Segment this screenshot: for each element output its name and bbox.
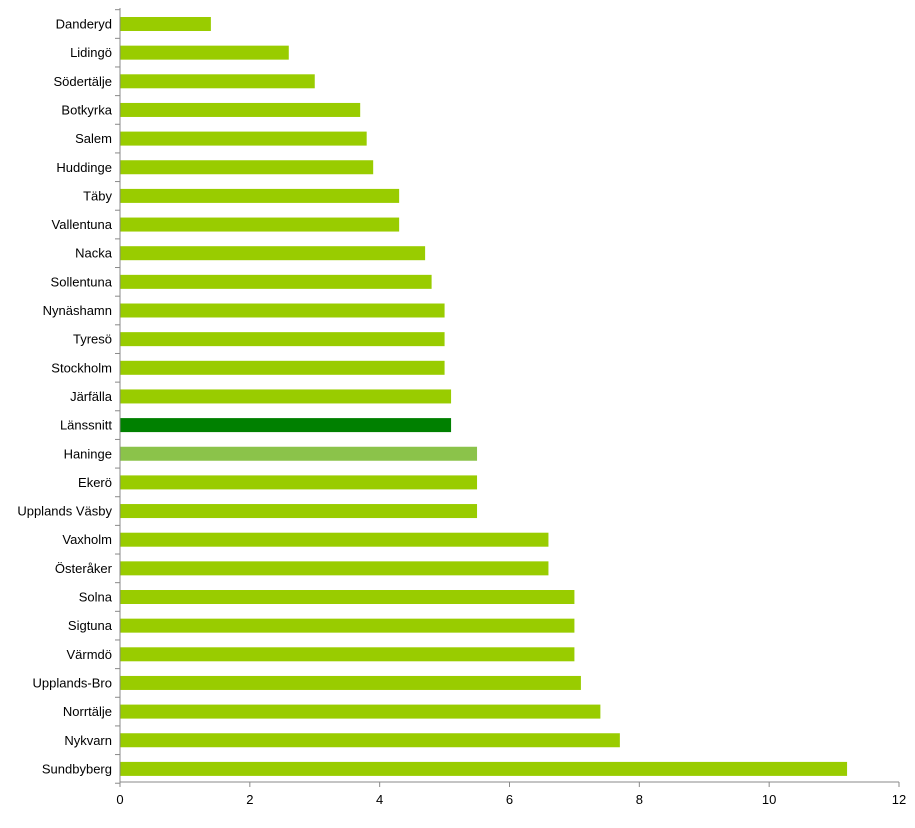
category-label: Haninge xyxy=(64,446,112,461)
category-label: Stockholm xyxy=(51,360,112,375)
bar-0 xyxy=(120,17,211,31)
category-label: Botkyrka xyxy=(61,102,112,117)
category-label: Upplands-Bro xyxy=(33,675,113,690)
category-label: Ekerö xyxy=(78,475,112,490)
bar-22 xyxy=(120,647,575,662)
bar-18 xyxy=(120,532,549,547)
category-label: Upplands Väsby xyxy=(17,504,112,519)
bar-8 xyxy=(120,246,426,261)
bar-1 xyxy=(120,45,289,60)
category-label: Nynäshamn xyxy=(43,303,112,318)
x-tick-label: 6 xyxy=(506,792,513,807)
category-labels: Danderyd Lidingö Södertälje Botkyrka Salem Hu… xyxy=(17,17,112,777)
x-tick-label: 8 xyxy=(636,792,643,807)
x-tick-label: 10 xyxy=(762,792,776,807)
category-label: Lidingö xyxy=(70,45,112,60)
bar-13 xyxy=(120,389,452,404)
bar-10 xyxy=(120,303,445,318)
bar-2 xyxy=(120,74,315,89)
bar-12 xyxy=(120,360,445,375)
bar-20 xyxy=(120,590,575,604)
bar-24 xyxy=(120,704,601,719)
x-tick-label: 12 xyxy=(892,792,906,807)
category-label: Nacka xyxy=(75,246,113,261)
category-label: Vaxholm xyxy=(62,532,112,547)
category-label: Värmdö xyxy=(66,647,112,662)
bar-19 xyxy=(120,561,549,576)
bars-group xyxy=(120,17,848,776)
category-label: Solna xyxy=(79,590,113,605)
category-label: Järfälla xyxy=(70,389,113,404)
category-label: Sundbyberg xyxy=(42,761,112,776)
category-label: Sigtuna xyxy=(68,618,113,633)
category-label: Norrtälje xyxy=(63,704,112,719)
bar-3 xyxy=(120,102,361,117)
x-tick-label: 0 xyxy=(116,792,123,807)
bar-9 xyxy=(120,274,432,289)
bar-15 xyxy=(120,446,478,461)
bar-11 xyxy=(120,332,445,347)
category-label: Nykvarn xyxy=(64,733,112,748)
bar-16 xyxy=(120,475,478,490)
category-label: Tyresö xyxy=(73,332,112,347)
category-label: Danderyd xyxy=(56,17,112,32)
bar-5 xyxy=(120,160,374,175)
bar-21 xyxy=(120,618,575,633)
bar-14 xyxy=(120,418,452,433)
category-label: Södertälje xyxy=(53,74,112,89)
x-tick-label: 2 xyxy=(246,792,253,807)
x-ticks: 0 2 4 6 8 10 12 xyxy=(116,782,906,807)
bar-23 xyxy=(120,675,581,690)
bar-7 xyxy=(120,217,400,232)
bar-17 xyxy=(120,504,478,519)
category-label: Sollentuna xyxy=(51,274,113,289)
bar-6 xyxy=(120,188,400,203)
category-label: Österåker xyxy=(55,561,113,576)
category-label: Vallentuna xyxy=(52,217,113,232)
bar-26 xyxy=(120,761,848,776)
category-label: Täby xyxy=(83,188,112,203)
bar-4 xyxy=(120,131,367,146)
category-label: Salem xyxy=(75,131,112,146)
category-label: Länssnitt xyxy=(60,418,112,433)
category-label: Huddinge xyxy=(56,160,112,175)
x-tick-label: 4 xyxy=(376,792,383,807)
bar-25 xyxy=(120,733,620,748)
